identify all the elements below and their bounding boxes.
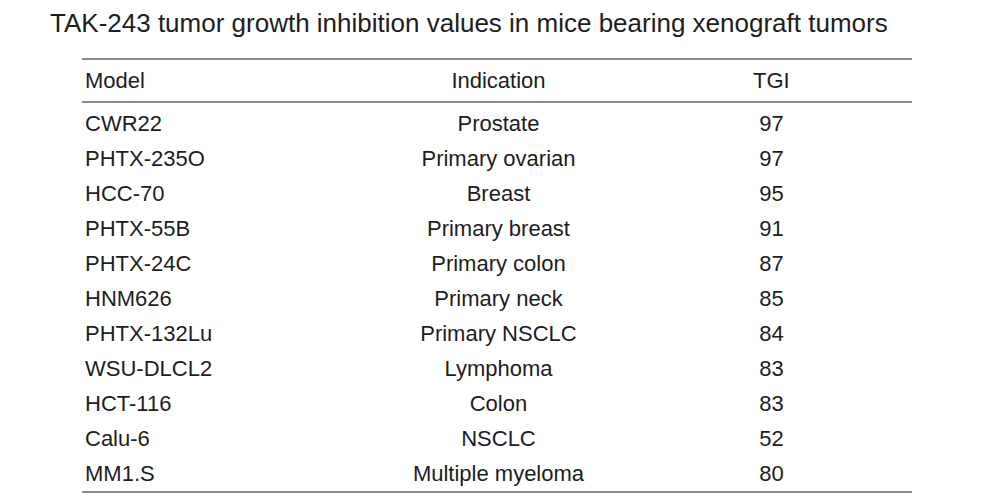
model-cell: HNM626: [82, 281, 366, 316]
model-cell: PHTX-132Lu: [82, 316, 366, 351]
indication-cell: Prostate: [366, 102, 631, 141]
indication-cell: Primary ovarian: [366, 141, 631, 176]
tgi-cell: 97: [631, 141, 912, 176]
model-cell: PHTX-235O: [82, 141, 366, 176]
model-cell: PHTX-55B: [82, 211, 366, 246]
indication-cell: Colon: [366, 386, 631, 421]
column-header-tgi: TGI: [631, 59, 912, 102]
table-row: Calu-6 NSCLC 52: [82, 421, 912, 456]
model-cell: CWR22: [82, 102, 366, 141]
tgi-cell: 80: [631, 456, 912, 492]
tgi-table-container: Model Indication TGI CWR22 Prostate 97 P…: [82, 58, 912, 493]
model-cell: Calu-6: [82, 421, 366, 456]
table-row: PHTX-235O Primary ovarian 97: [82, 141, 912, 176]
table-row: HCC-70 Breast 95: [82, 176, 912, 211]
column-header-model: Model: [82, 59, 366, 102]
indication-cell: Primary breast: [366, 211, 631, 246]
table-body: CWR22 Prostate 97 PHTX-235O Primary ovar…: [82, 102, 912, 492]
column-header-indication: Indication: [366, 59, 631, 102]
figure-title: TAK-243 tumor growth inhibition values i…: [50, 8, 888, 38]
table-row: PHTX-132Lu Primary NSCLC 84: [82, 316, 912, 351]
model-cell: HCT-116: [82, 386, 366, 421]
indication-cell: Lymphoma: [366, 351, 631, 386]
tgi-table: Model Indication TGI CWR22 Prostate 97 P…: [82, 58, 912, 493]
model-cell: WSU-DLCL2: [82, 351, 366, 386]
indication-cell: NSCLC: [366, 421, 631, 456]
header-row: Model Indication TGI: [82, 59, 912, 102]
table-row: MM1.S Multiple myeloma 80: [82, 456, 912, 492]
table-row: WSU-DLCL2 Lymphoma 83: [82, 351, 912, 386]
tgi-cell: 84: [631, 316, 912, 351]
indication-cell: Primary neck: [366, 281, 631, 316]
table-row: HCT-116 Colon 83: [82, 386, 912, 421]
tgi-cell: 87: [631, 246, 912, 281]
indication-cell: Primary NSCLC: [366, 316, 631, 351]
table-header: Model Indication TGI: [82, 59, 912, 102]
tgi-cell: 83: [631, 386, 912, 421]
indication-cell: Multiple myeloma: [366, 456, 631, 492]
indication-cell: Breast: [366, 176, 631, 211]
tgi-cell: 91: [631, 211, 912, 246]
tgi-cell: 83: [631, 351, 912, 386]
tgi-cell: 95: [631, 176, 912, 211]
tgi-cell: 85: [631, 281, 912, 316]
tgi-cell: 52: [631, 421, 912, 456]
model-cell: HCC-70: [82, 176, 366, 211]
table-row: PHTX-24C Primary colon 87: [82, 246, 912, 281]
tgi-cell: 97: [631, 102, 912, 141]
table-row: HNM626 Primary neck 85: [82, 281, 912, 316]
table-row: PHTX-55B Primary breast 91: [82, 211, 912, 246]
model-cell: PHTX-24C: [82, 246, 366, 281]
table-row: CWR22 Prostate 97: [82, 102, 912, 141]
model-cell: MM1.S: [82, 456, 366, 492]
indication-cell: Primary colon: [366, 246, 631, 281]
